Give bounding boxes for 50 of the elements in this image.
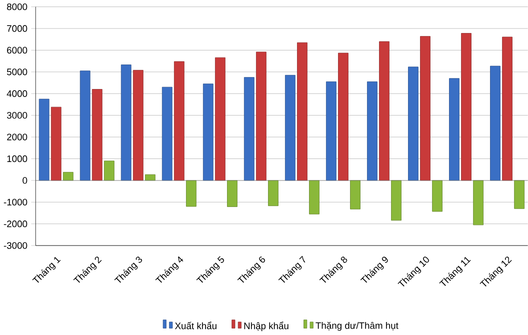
bar: [461, 33, 472, 181]
bar: [186, 180, 196, 207]
bar: [80, 70, 90, 181]
bar: [502, 36, 512, 181]
bar: [104, 160, 114, 181]
bar: [391, 180, 402, 221]
bar: [268, 180, 278, 206]
bar: [449, 78, 460, 181]
bar: [120, 64, 132, 181]
bar: [408, 66, 418, 181]
legend-label: Nhập khẩu: [244, 322, 288, 332]
bar: [162, 86, 172, 181]
bar: [285, 75, 296, 181]
y-tick-label: 7000: [7, 25, 28, 32]
bar: [350, 180, 360, 210]
bar: [244, 77, 254, 181]
y-tick-label: 3000: [6, 112, 28, 119]
bar: [338, 52, 348, 181]
y-tick-label: 5000: [6, 68, 28, 76]
bar: [367, 82, 378, 181]
bar: [92, 89, 102, 181]
bar: [473, 180, 484, 226]
bar: [62, 172, 74, 181]
y-tick-label: 6000: [7, 46, 28, 54]
bar: [514, 180, 525, 209]
bar: [490, 66, 500, 181]
bar: [50, 106, 62, 181]
bar: [38, 98, 50, 181]
bar: [256, 52, 266, 181]
legend-label: Xuất khẩu: [174, 322, 216, 330]
y-tick-label: 0: [22, 177, 28, 184]
y-tick-label: -3000: [4, 242, 28, 249]
bar: [132, 70, 144, 181]
bar: [379, 41, 390, 181]
bar: [420, 36, 430, 181]
y-tick-label: 8000: [7, 4, 28, 10]
bar: [215, 57, 226, 181]
legend-label: Thặng dư/Thâm hụt: [316, 322, 398, 331]
bar: [309, 180, 320, 214]
y-tick-label: 1000: [7, 155, 28, 162]
bar: [297, 42, 308, 181]
bar: [227, 180, 238, 207]
bar: [326, 82, 336, 181]
y-tick-label: -1000: [4, 198, 28, 206]
y-tick-label: -2000: [4, 220, 28, 228]
bar: [174, 61, 184, 181]
bar: [432, 180, 442, 212]
y-tick-label: 2000: [7, 134, 28, 140]
bar: [202, 84, 214, 181]
y-tick-label: 4000: [6, 90, 28, 98]
